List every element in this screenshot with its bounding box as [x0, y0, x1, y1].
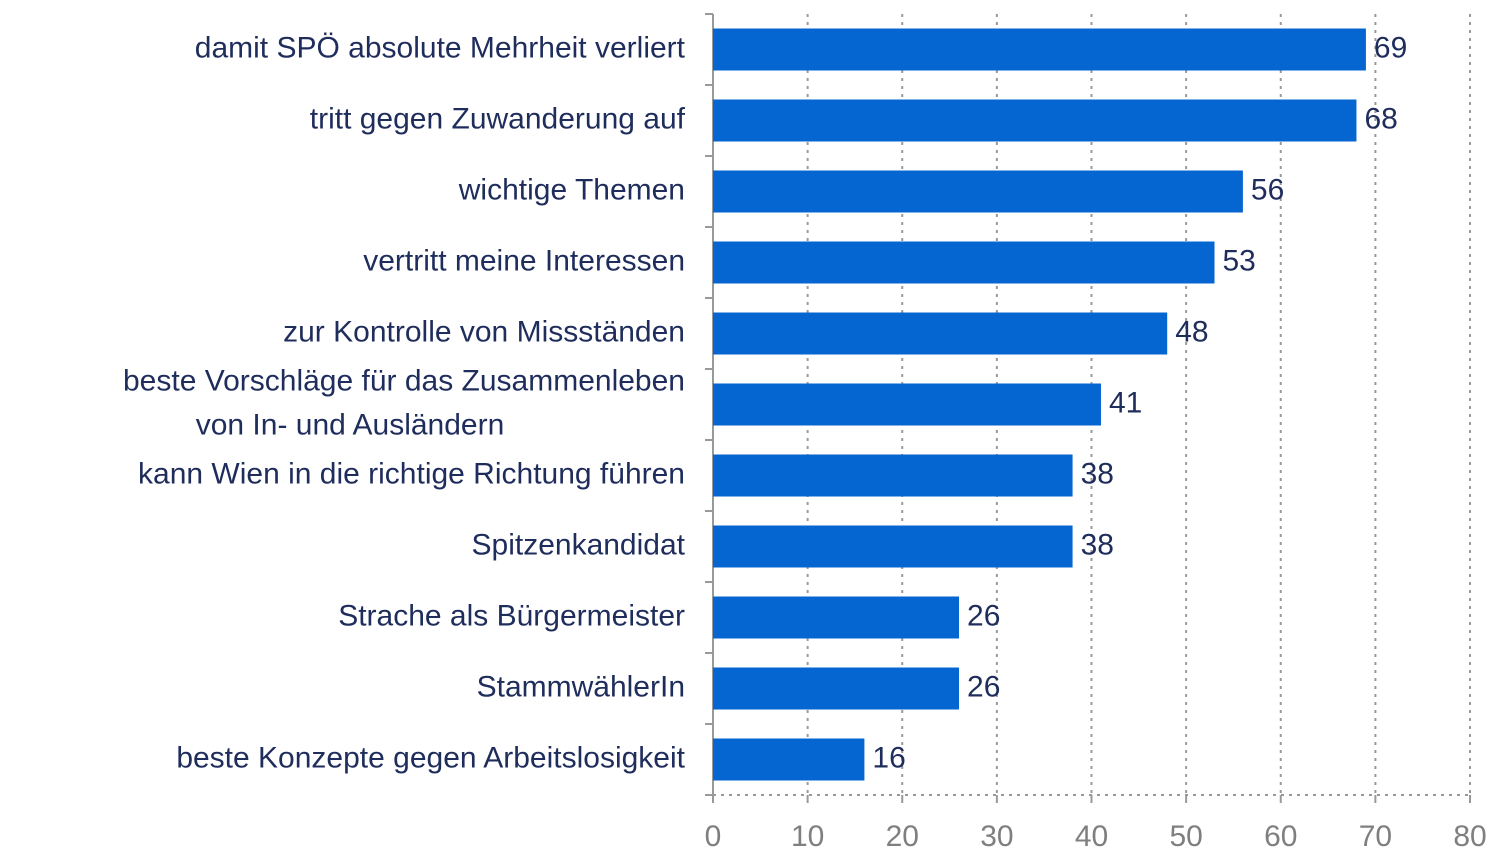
- y-tick-label: Spitzenkandidat: [472, 528, 686, 561]
- x-tick-label: 70: [1359, 820, 1392, 853]
- y-tick-label: damit SPÖ absolute Mehrheit verliert: [195, 31, 686, 64]
- bar: [713, 454, 1073, 497]
- value-label: 56: [1251, 173, 1284, 206]
- value-label: 26: [967, 670, 1000, 703]
- bar: [713, 312, 1168, 355]
- x-tick-label: 10: [791, 820, 824, 853]
- bar: [713, 667, 960, 710]
- y-tick-label: wichtige Themen: [458, 173, 685, 206]
- y-tick-label: tritt gegen Zuwanderung auf: [310, 102, 686, 135]
- value-label: 38: [1081, 528, 1114, 561]
- x-tick-label: 60: [1264, 820, 1297, 853]
- value-label: 68: [1364, 102, 1397, 135]
- value-label: 38: [1081, 457, 1114, 490]
- x-tick-label: 20: [886, 820, 919, 853]
- value-label: 41: [1109, 386, 1142, 419]
- y-tick-label: vertritt meine Interessen: [363, 244, 685, 277]
- bar: [713, 525, 1073, 568]
- y-tick-label: beste Konzepte gegen Arbeitslosigkeit: [176, 741, 685, 774]
- bar: [713, 241, 1215, 284]
- bar: [713, 738, 865, 781]
- bar: [713, 170, 1243, 213]
- y-tick-label: kann Wien in die richtige Richtung führe…: [138, 457, 685, 490]
- y-tick-label: zur Kontrolle von Missständen: [283, 315, 685, 348]
- x-tick-label: 40: [1075, 820, 1108, 853]
- x-tick-label: 50: [1169, 820, 1202, 853]
- value-label: 53: [1223, 244, 1256, 277]
- y-tick-label: StammwählerIn: [477, 670, 685, 703]
- bar: [713, 383, 1101, 426]
- value-label: 26: [967, 599, 1000, 632]
- x-tick-label: 30: [980, 820, 1013, 853]
- bar: [713, 596, 960, 639]
- value-label: 69: [1374, 31, 1407, 64]
- bar: [713, 28, 1366, 71]
- x-tick-label: 0: [705, 820, 722, 853]
- value-label: 16: [872, 741, 905, 774]
- value-label: 48: [1175, 315, 1208, 348]
- x-tick-label: 80: [1453, 820, 1486, 853]
- bar: [713, 99, 1357, 142]
- y-tick-label: beste Vorschläge für das Zusammenleben vo…: [123, 364, 685, 441]
- y-tick-label: Strache als Bürgermeister: [338, 599, 685, 632]
